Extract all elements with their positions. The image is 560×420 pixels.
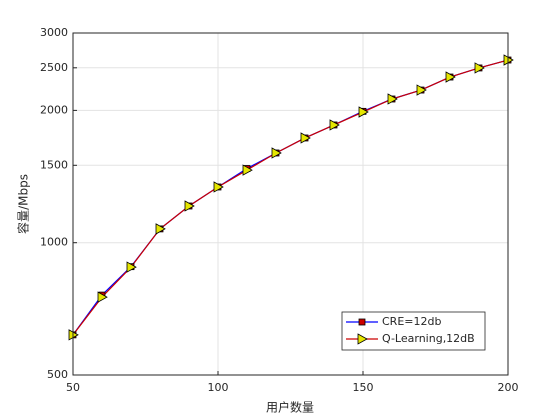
marker [357, 333, 368, 345]
marker [416, 84, 427, 96]
marker [358, 318, 366, 326]
x-tick-label: 150 [353, 381, 374, 394]
y-tick-label: 2500 [40, 61, 68, 74]
legend-box [341, 311, 486, 351]
marker [358, 106, 369, 118]
x-axis-title: 用户数量 [266, 400, 314, 415]
y-axis-title: 容量/Mbps [16, 174, 31, 234]
plot-frame [72, 32, 509, 376]
marker [474, 62, 485, 74]
y-tick-label: 3000 [40, 26, 68, 39]
y-tick-label: 1500 [40, 158, 68, 171]
marker [329, 119, 340, 131]
legend: CRE=12db Q-Learning,12dB [341, 311, 486, 351]
x-tick-label: 100 [208, 381, 229, 394]
series-line [72, 59, 509, 336]
legend-label: CRE=12db [382, 315, 441, 328]
y-tick-label: 1000 [40, 236, 68, 249]
marker [155, 223, 166, 235]
marker [300, 132, 311, 144]
marker [184, 200, 195, 212]
x-tick-label: 50 [66, 381, 80, 394]
marker [242, 164, 253, 176]
marker [126, 261, 137, 273]
marker [271, 147, 282, 159]
marker [97, 291, 108, 303]
y-tick-label: 2000 [40, 103, 68, 116]
marker [387, 93, 398, 105]
marker [445, 71, 456, 83]
y-tick-label: 500 [47, 368, 68, 381]
legend-label: Q-Learning,12dB [382, 332, 475, 345]
marker [213, 181, 224, 193]
x-tick-label: 200 [498, 381, 519, 394]
